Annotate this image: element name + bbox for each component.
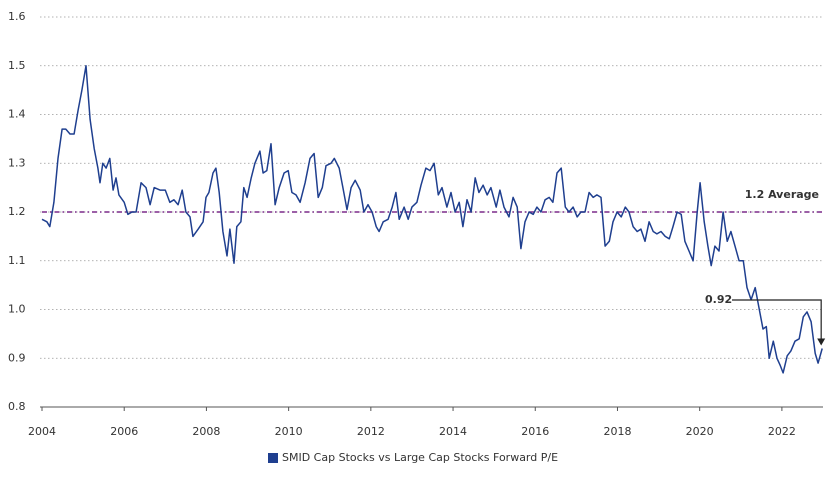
x-tick-label: 2006 (110, 425, 138, 438)
x-tick-label: 2018 (603, 425, 631, 438)
y-tick-label: 1.1 (8, 254, 26, 267)
x-tick-label: 2022 (768, 425, 796, 438)
y-tick-label: 0.9 (8, 351, 26, 364)
legend-label: SMID Cap Stocks vs Large Cap Stocks Forw… (282, 451, 558, 464)
legend-swatch (268, 453, 278, 463)
end-annotation-label: 0.92 (705, 293, 732, 306)
series-line (41, 65, 823, 374)
x-tick-label: 2010 (275, 425, 303, 438)
x-tick-label: 2020 (686, 425, 714, 438)
end-annotation-arrowhead (817, 338, 826, 346)
end-annotation-arrow (732, 299, 822, 340)
y-tick-label: 1.4 (8, 108, 26, 121)
x-tick-label: 2014 (439, 425, 467, 438)
y-tick-label: 1.0 (8, 303, 26, 316)
x-tick-label: 2004 (28, 425, 56, 438)
y-tick-label: 1.2 (8, 205, 26, 218)
y-tick-label: 0.8 (8, 400, 26, 413)
x-tick-label: 2012 (357, 425, 385, 438)
x-tick-label: 2008 (192, 425, 220, 438)
y-tick-label: 1.5 (8, 59, 26, 72)
y-tick-label: 1.6 (8, 10, 26, 23)
x-tick-label: 2016 (521, 425, 549, 438)
average-label: 1.2 Average (745, 188, 819, 201)
y-tick-label: 1.3 (8, 156, 26, 169)
